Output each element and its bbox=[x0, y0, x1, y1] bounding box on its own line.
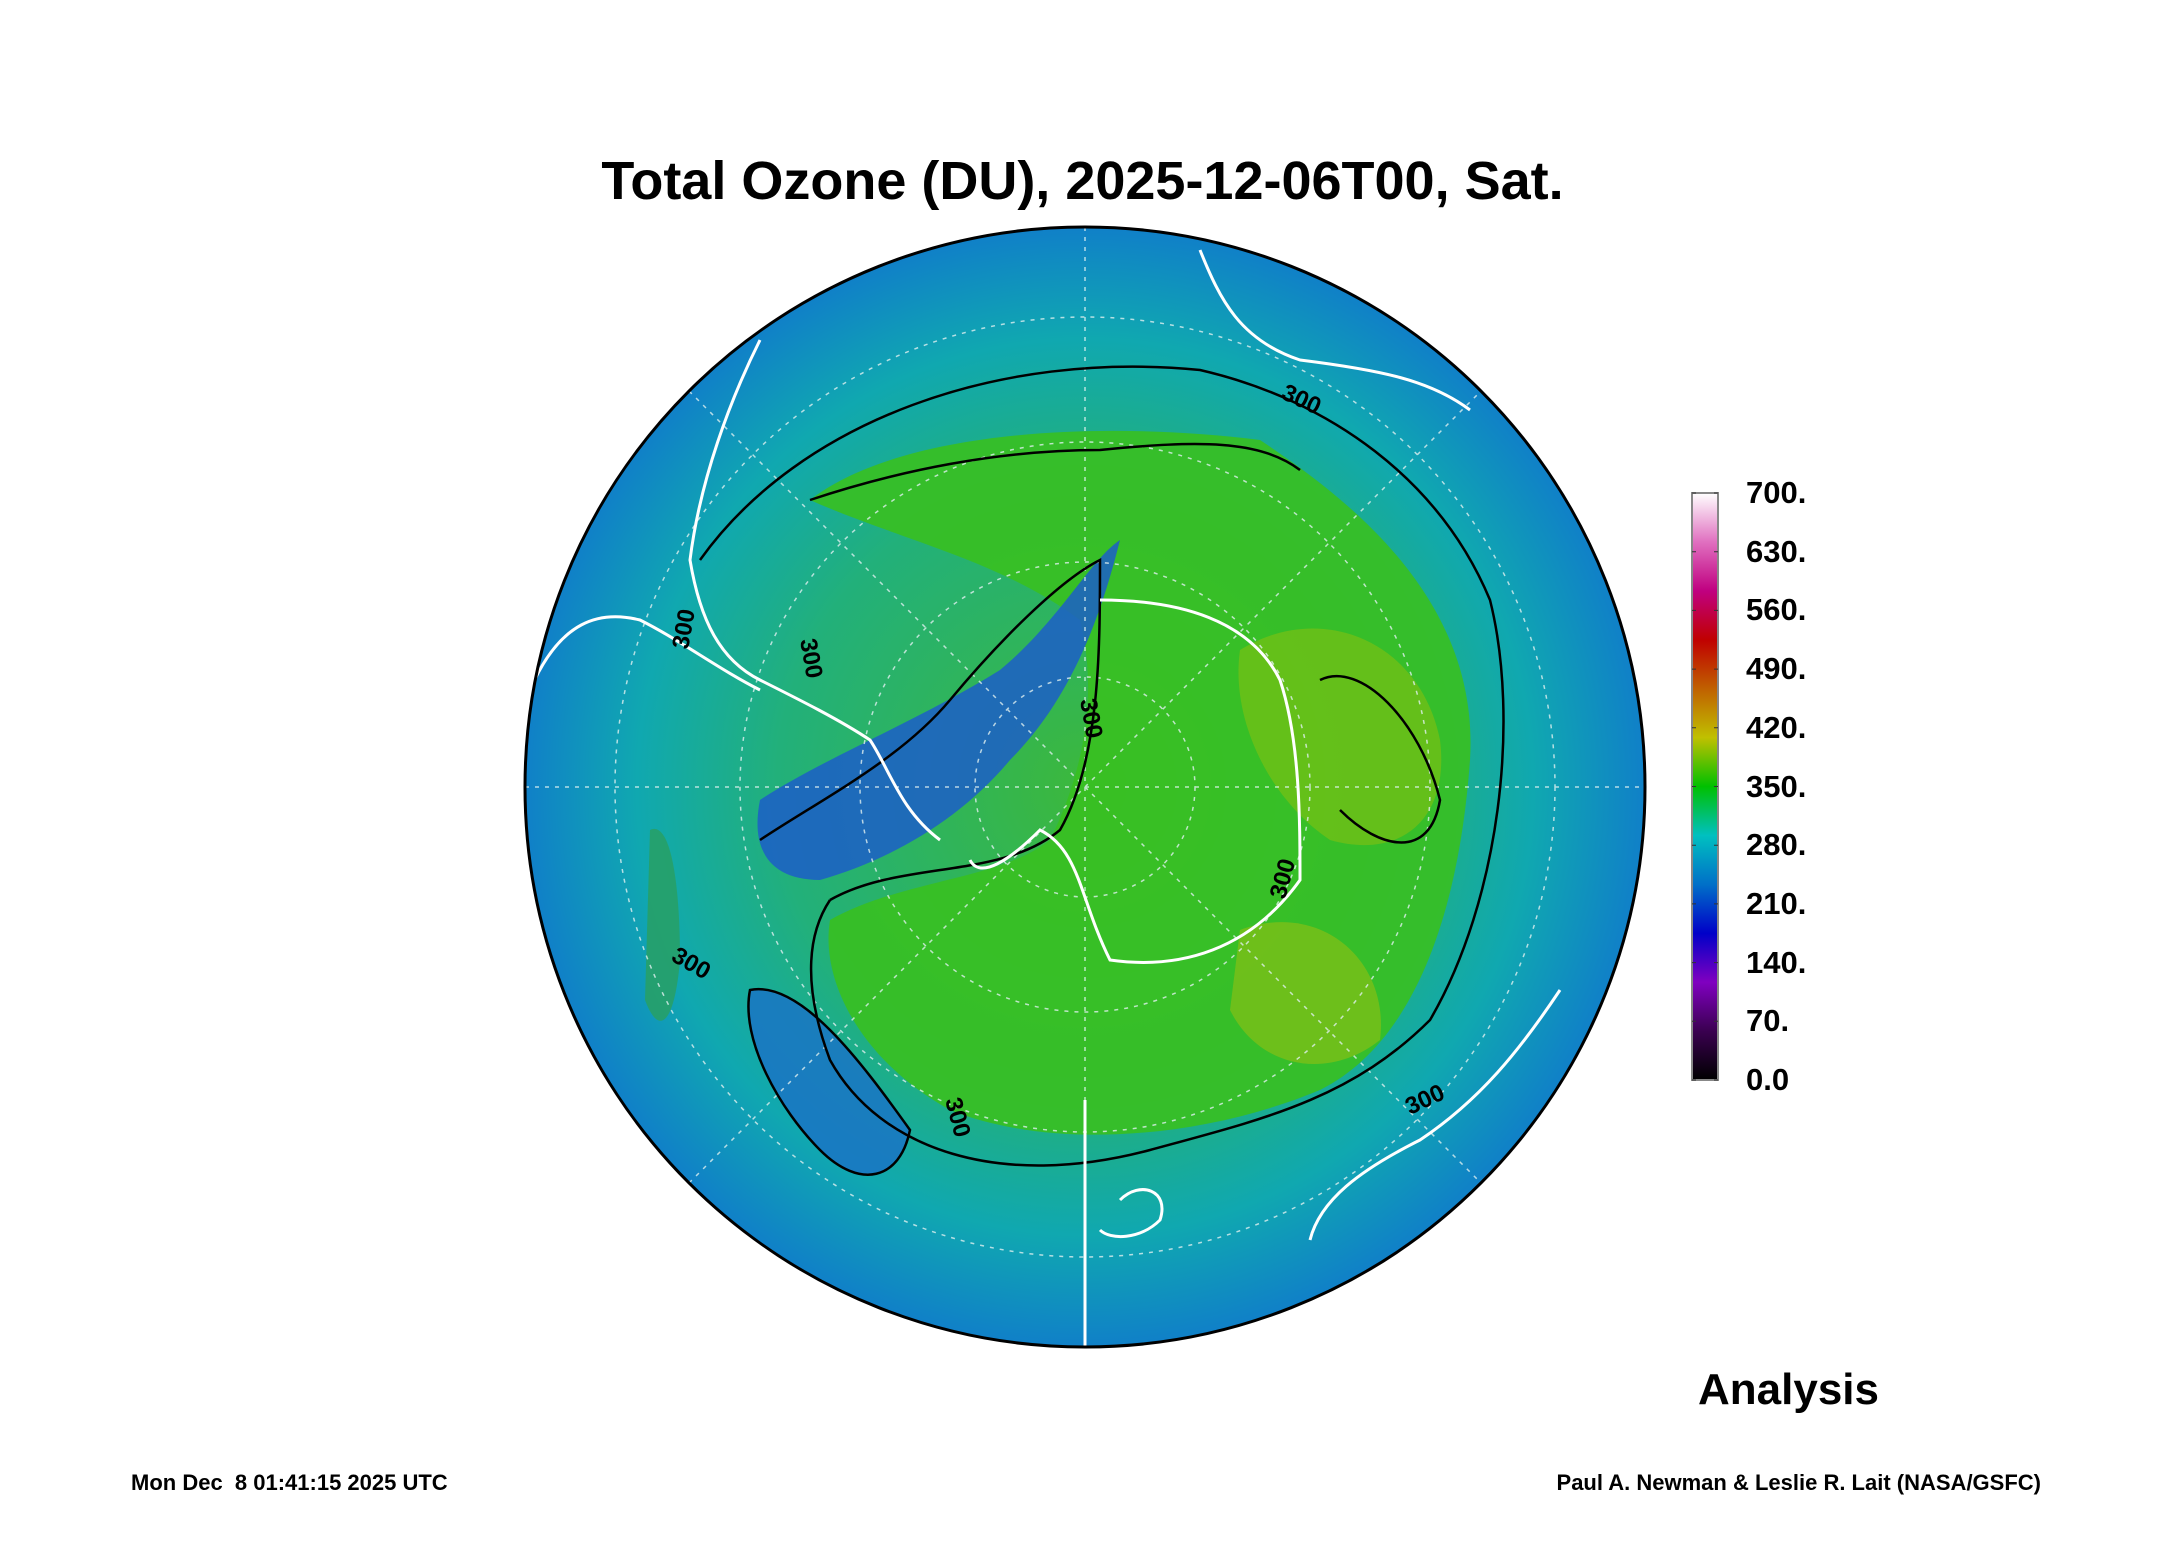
colorbar-tick-label: 140. bbox=[1746, 944, 1807, 980]
colorbar-tick-label: 70. bbox=[1746, 1003, 1790, 1039]
ozone-low-region bbox=[757, 540, 1120, 880]
globe bbox=[525, 227, 1645, 1347]
credit: Paul A. Newman & Leslie R. Lait (NASA/GS… bbox=[1556, 1470, 2041, 1495]
analysis-label: Analysis bbox=[1698, 1365, 1879, 1414]
colorbar-tick-label: 210. bbox=[1746, 885, 1807, 921]
colorbar-tick-label: 630. bbox=[1746, 533, 1807, 569]
colorbar-tick-label: 420. bbox=[1746, 709, 1807, 745]
ozone-low-region bbox=[645, 828, 680, 1021]
contour-300 bbox=[698, 365, 1505, 1176]
colorbar bbox=[1691, 492, 1719, 1081]
timestamp: Mon Dec 8 01:41:15 2025 UTC bbox=[131, 1470, 448, 1495]
ozone-low-region bbox=[748, 989, 910, 1175]
colorbar-tick-label: 560. bbox=[1746, 592, 1807, 628]
chart-title: Total Ozone (DU), 2025-12-06T00, Sat. bbox=[601, 151, 1564, 211]
globe-border bbox=[523, 225, 1647, 1349]
ozone-high-region bbox=[1230, 922, 1381, 1064]
ozone-high-region bbox=[1238, 628, 1442, 846]
colorbar-tick-label: 490. bbox=[1746, 651, 1807, 687]
colorbar-tick-label: 280. bbox=[1746, 827, 1807, 863]
colorbar-gradient bbox=[1691, 492, 1719, 1081]
colorbar-tick-label: 350. bbox=[1746, 768, 1807, 804]
colorbar-tick-label: 0.0 bbox=[1746, 1062, 1790, 1097]
coastlines bbox=[528, 249, 1562, 1347]
colorbar-tick-label: 700. bbox=[1746, 475, 1807, 510]
